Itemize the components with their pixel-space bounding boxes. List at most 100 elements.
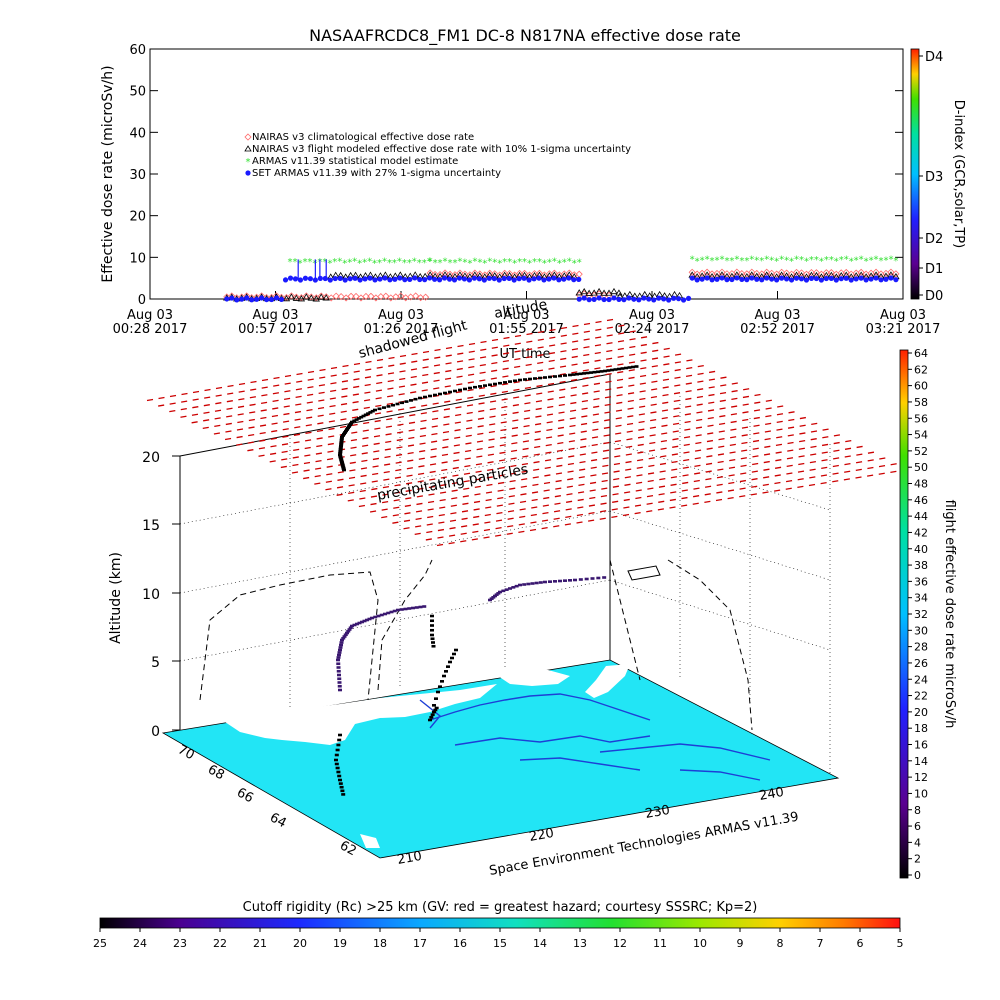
particle-mark <box>572 340 579 343</box>
armas-stat-point: * <box>302 257 307 268</box>
altitude-tick-label: 15 <box>142 518 160 534</box>
naires-clim-point <box>797 269 806 277</box>
particle-mark <box>353 362 361 366</box>
particle-mark <box>774 466 782 469</box>
particle-mark <box>456 383 463 386</box>
particle-mark <box>545 436 553 439</box>
particle-mark <box>777 405 784 408</box>
particle-mark <box>479 371 486 374</box>
rigidity-colorbar-bar <box>99 917 901 929</box>
particle-mark <box>797 485 804 489</box>
particle-mark <box>751 485 758 488</box>
particle-mark <box>520 485 527 488</box>
particle-mark <box>415 517 422 521</box>
particle-mark <box>560 357 567 361</box>
set-armas-point <box>581 295 587 301</box>
dose-rate-tick-label: 12 <box>914 771 928 784</box>
particle-mark <box>433 379 440 382</box>
naires-flight-point <box>575 289 583 296</box>
particle-mark <box>317 422 324 425</box>
particle-mark <box>750 493 757 496</box>
dose-rate-tick-label: 36 <box>914 575 928 588</box>
particle-mark <box>696 395 704 399</box>
particle-mark <box>605 388 612 391</box>
particle-mark <box>774 489 781 492</box>
particle-mark <box>651 380 658 383</box>
particle-mark <box>420 412 427 415</box>
particle-mark <box>441 453 449 457</box>
particle-mark <box>614 447 621 450</box>
particle-mark <box>410 391 417 394</box>
particle-mark <box>741 426 749 429</box>
particle-mark <box>612 493 619 496</box>
particle-mark <box>719 407 726 410</box>
armas-stat-point: * <box>849 256 854 267</box>
particle-mark <box>638 428 645 431</box>
naires-clim-point <box>327 294 335 302</box>
particle-mark <box>325 488 332 491</box>
set-armas-point <box>377 276 383 282</box>
top-x-tick-time: 01:55 2017 <box>489 322 564 337</box>
set-armas-point <box>268 296 275 303</box>
particle-mark <box>615 432 622 435</box>
track-point-low <box>558 579 562 583</box>
particle-mark <box>518 530 525 534</box>
dose-rate-tick-label: 60 <box>914 380 928 393</box>
particle-mark <box>418 465 425 468</box>
set-armas-point <box>337 275 343 281</box>
armas-stat-point: * <box>382 256 387 267</box>
particle-mark <box>456 367 463 371</box>
track-point-low <box>336 658 340 662</box>
particle-mark <box>532 476 539 479</box>
rigidity-tick-label: 22 <box>213 937 227 950</box>
particle-mark <box>743 388 750 391</box>
particle-mark <box>468 342 476 346</box>
set-armas-point <box>798 276 805 282</box>
particle-mark <box>634 511 641 515</box>
particle-mark <box>674 361 681 364</box>
particle-mark <box>604 411 611 414</box>
track-point-low <box>350 624 354 628</box>
rigidity-tick-label: 8 <box>777 937 784 950</box>
particle-mark <box>602 464 609 468</box>
naires-clim-point <box>367 292 375 300</box>
particle-mark <box>473 508 480 511</box>
particle-mark <box>549 344 556 347</box>
particle-mark <box>821 459 828 462</box>
track-point-low <box>414 606 419 609</box>
set-armas-point <box>596 295 602 301</box>
rigidity-tick-label: 25 <box>93 937 107 950</box>
particle-mark <box>787 441 794 445</box>
track-point-descent <box>430 633 434 637</box>
set-armas-point <box>828 275 834 281</box>
particle-mark <box>487 461 494 464</box>
particle-mark <box>388 356 395 360</box>
set-armas-point <box>461 276 468 282</box>
armas-stat-point: * <box>577 258 582 269</box>
set-armas-point <box>641 295 647 301</box>
particle-mark <box>553 510 561 513</box>
track-point-ground <box>339 785 344 789</box>
particle-mark <box>543 496 550 500</box>
set-armas-point <box>744 277 750 283</box>
particle-mark <box>203 411 210 414</box>
track-point-ground <box>337 774 342 778</box>
particle-mark <box>461 510 469 513</box>
particle-mark <box>604 419 611 422</box>
track-point-ground <box>336 770 341 774</box>
track-point-low <box>367 617 372 621</box>
naires-flight-point <box>292 294 301 301</box>
track-point-low <box>386 611 391 615</box>
particle-mark <box>652 341 659 345</box>
armas-stat-point: * <box>774 256 779 267</box>
particle-mark <box>650 418 657 422</box>
particle-mark <box>398 393 405 396</box>
particle-mark <box>518 523 525 526</box>
particle-mark <box>405 482 413 485</box>
particle-mark <box>386 402 393 406</box>
track-point-ground <box>335 766 340 770</box>
particle-mark <box>616 394 623 397</box>
particle-mark <box>454 421 461 424</box>
particle-mark <box>319 376 326 379</box>
